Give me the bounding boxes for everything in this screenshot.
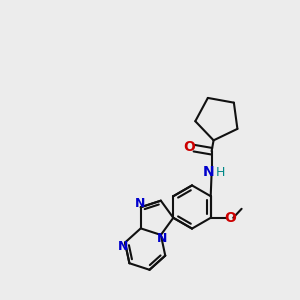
- Text: N: N: [203, 166, 214, 179]
- Text: N: N: [157, 232, 167, 245]
- Text: O: O: [224, 211, 236, 225]
- Text: N: N: [135, 197, 145, 210]
- Text: N: N: [118, 240, 129, 253]
- Text: H: H: [215, 166, 225, 179]
- Text: O: O: [183, 140, 195, 154]
